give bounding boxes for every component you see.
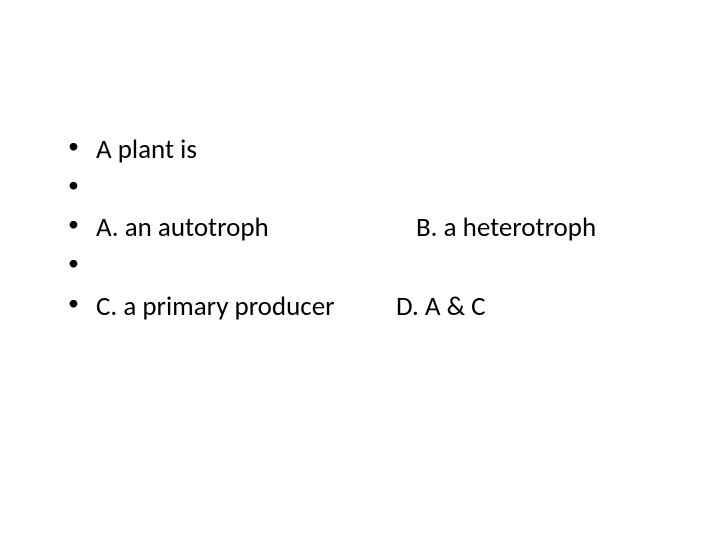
bullet-item-5: C. a primary producer D. A & C: [60, 287, 680, 326]
option-row-ab: A. an autotroph B. a heterotroph: [96, 208, 680, 247]
bullet-item-4-blank: [60, 247, 680, 286]
bullet-list: A plant is A. an autotroph B. a heterotr…: [60, 130, 680, 326]
option-row-cd: C. a primary producer D. A & C: [96, 287, 680, 326]
bullet-item-3: A. an autotroph B. a heterotroph: [60, 208, 680, 247]
slide: A plant is A. an autotroph B. a heterotr…: [0, 0, 720, 540]
bullet-item-2-blank: [60, 169, 680, 208]
option-a: A. an autotroph: [96, 208, 396, 247]
bullet-item-1: A plant is: [60, 130, 680, 169]
question-text: A plant is: [96, 133, 197, 166]
option-b: B. a heterotroph: [396, 208, 680, 247]
option-c: C. a primary producer: [96, 287, 396, 326]
option-d: D. A & C: [396, 287, 680, 326]
